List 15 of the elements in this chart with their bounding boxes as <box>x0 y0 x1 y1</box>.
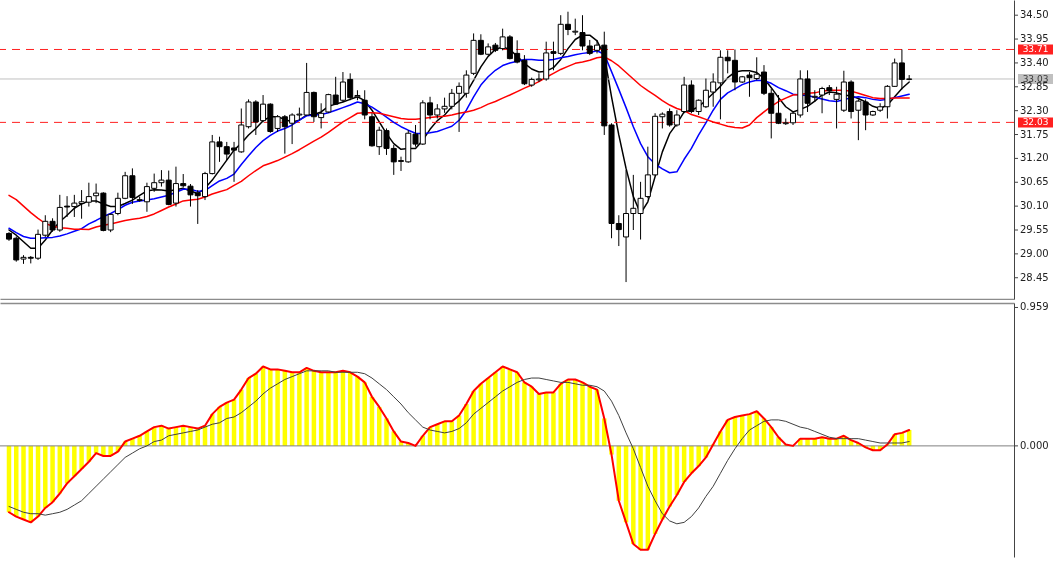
y-tick-label: 32.30 <box>1020 104 1049 116</box>
y-tick-label: 31.20 <box>1020 152 1049 164</box>
y-tick-label: 33.40 <box>1020 56 1049 68</box>
y-tick-label: 31.75 <box>1020 128 1049 140</box>
y-tick-label: 30.65 <box>1020 176 1049 188</box>
y-tick-label: 29.00 <box>1020 247 1049 259</box>
ref-line-label: 32.03 <box>1022 117 1049 128</box>
ref-line-label: 33.71 <box>1022 44 1049 55</box>
y-tick-label: 33.95 <box>1020 33 1049 45</box>
y-tick-label: 29.55 <box>1020 224 1049 235</box>
y-tick-label: 28.45 <box>1020 271 1049 283</box>
y-tick-label: 30.10 <box>1020 200 1049 212</box>
y-tick-label: 34.50 <box>1020 9 1049 21</box>
y-tick-label: 0.959 <box>1020 301 1049 313</box>
y-tick-label: 0.000 <box>1020 439 1049 451</box>
